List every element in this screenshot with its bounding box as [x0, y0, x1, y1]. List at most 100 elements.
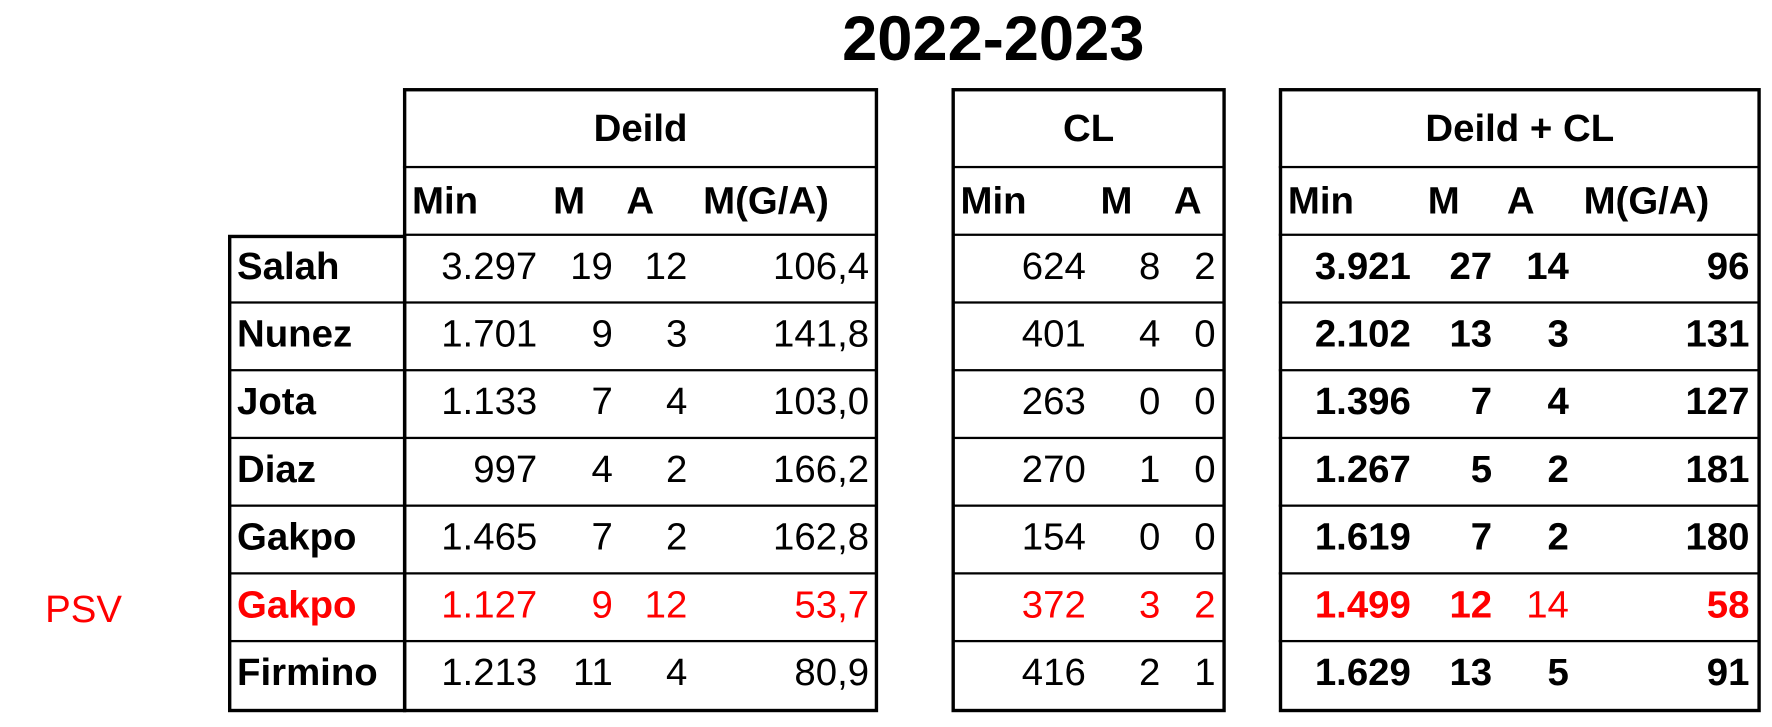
row-line	[402, 572, 876, 575]
cell: 53,7	[794, 583, 870, 627]
cell: 80,9	[794, 651, 870, 695]
cell: 3	[666, 312, 688, 356]
cell: 9	[591, 312, 613, 356]
cell: 997	[473, 448, 538, 491]
cell: 0	[1194, 380, 1216, 424]
cell: 1.701	[441, 312, 538, 356]
cell: 3	[1138, 583, 1161, 627]
cell: 91	[1706, 651, 1750, 695]
cell: 4	[591, 448, 613, 491]
cell: 106,4	[773, 244, 870, 288]
title: 2022-2023	[842, 2, 1145, 74]
cell: 141,8	[773, 312, 870, 356]
cell: 19	[570, 244, 613, 288]
column-header: M(G/A)	[1583, 179, 1710, 223]
cell: 12	[644, 583, 688, 627]
column-header: Min	[411, 179, 479, 223]
player-name: Diaz	[237, 448, 316, 491]
table-header: Deild + CL	[1425, 107, 1615, 151]
cell: 0	[1138, 515, 1161, 559]
player-name: Firmino	[237, 651, 378, 695]
column-header: A	[626, 179, 655, 223]
cell: 166,2	[773, 448, 870, 491]
cell: 8	[1138, 244, 1161, 288]
row-line	[227, 369, 405, 372]
cell: 14	[1526, 244, 1569, 288]
cell: 3.297	[441, 244, 538, 288]
cell: 1.133	[441, 380, 538, 424]
row-line	[1278, 301, 1759, 304]
row-line	[951, 639, 1224, 643]
cell: 12	[644, 244, 688, 288]
cell: 2.102	[1314, 312, 1411, 356]
cell: 3.921	[1314, 244, 1411, 288]
cell: 5	[1470, 448, 1493, 491]
cell: 1.127	[441, 583, 538, 627]
cell: 1	[1138, 448, 1161, 491]
row-line	[951, 504, 1224, 507]
row-line	[227, 639, 405, 643]
row-line	[1278, 572, 1759, 575]
cell: 181	[1685, 448, 1750, 491]
row-line	[951, 233, 1224, 236]
cell: 372	[1021, 583, 1086, 627]
row-line	[402, 369, 876, 372]
row-line	[227, 504, 405, 507]
row-line	[1278, 639, 1759, 643]
cell: 162,8	[773, 515, 870, 559]
cell: 58	[1706, 583, 1750, 627]
cell: 7	[591, 380, 613, 424]
cell: 401	[1021, 312, 1086, 356]
column-header: A	[1506, 179, 1535, 223]
player-name: Nunez	[237, 312, 353, 356]
row-line	[402, 165, 876, 169]
row-note: PSV	[45, 588, 122, 631]
cell: 27	[1449, 244, 1493, 288]
cell: 1.396	[1314, 380, 1411, 424]
row-line	[1278, 165, 1759, 169]
cell: 103,0	[773, 380, 870, 424]
cell: 0	[1138, 380, 1161, 424]
row-line	[402, 233, 876, 236]
cell: 13	[1449, 651, 1493, 695]
cell: 7	[1470, 380, 1493, 424]
row-line	[402, 436, 876, 440]
row-line	[951, 436, 1224, 440]
cell: 9	[591, 583, 613, 627]
cell: 14	[1526, 583, 1569, 627]
cell: 4	[1547, 380, 1569, 424]
column-header: A	[1173, 179, 1202, 223]
cell: 0	[1194, 448, 1216, 491]
cell: 263	[1021, 380, 1086, 424]
row-line	[951, 369, 1224, 372]
cell: 1.499	[1314, 583, 1411, 627]
table-header: CL	[1063, 107, 1115, 151]
column-header: Min	[960, 179, 1027, 223]
column-header: M	[1427, 179, 1460, 223]
cell: 1.465	[441, 515, 538, 559]
player-name: Salah	[237, 244, 340, 288]
row-line	[1278, 369, 1759, 372]
player-name: Gakpo	[237, 583, 357, 627]
row-line	[227, 436, 405, 440]
cell: 180	[1685, 515, 1750, 559]
cell: 4	[666, 651, 688, 695]
cell: 3	[1547, 312, 1569, 356]
cell: 7	[1470, 515, 1493, 559]
cell: 1	[1194, 651, 1216, 695]
cell: 2	[1194, 583, 1216, 627]
cell: 1.267	[1314, 448, 1411, 491]
cell: 11	[573, 651, 613, 695]
cell: 1.629	[1314, 651, 1411, 695]
cell: 154	[1021, 515, 1086, 559]
cell: 0	[1194, 312, 1216, 356]
row-line	[1278, 504, 1759, 507]
cell: 2	[1547, 448, 1569, 491]
cell: 2	[666, 448, 688, 491]
cell: 5	[1547, 651, 1569, 695]
player-name: Jota	[237, 380, 316, 424]
column-header: Min	[1287, 179, 1354, 223]
cell: 131	[1685, 312, 1750, 356]
cell: 416	[1021, 651, 1086, 695]
